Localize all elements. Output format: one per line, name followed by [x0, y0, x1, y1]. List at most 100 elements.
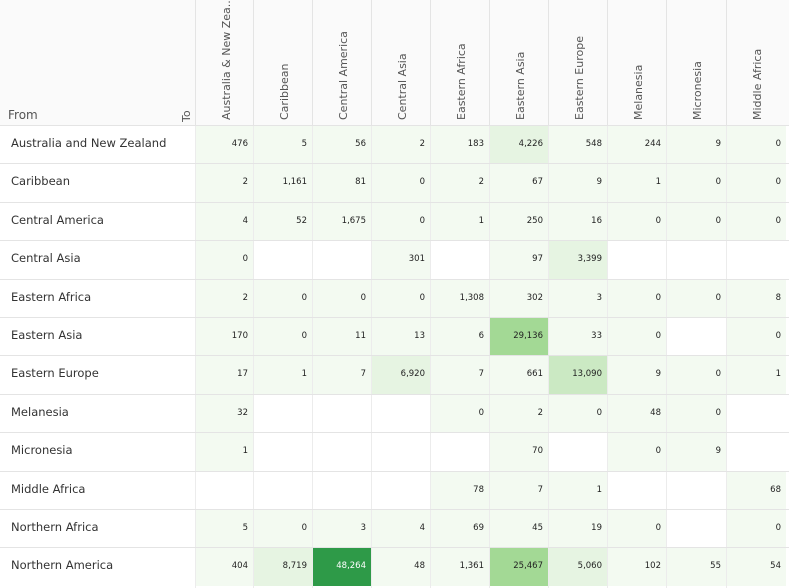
matrix-cell[interactable]: 0: [608, 510, 666, 548]
row-label[interactable]: Northern Africa: [11, 520, 99, 534]
row-label[interactable]: Micronesia: [11, 443, 73, 458]
column-header[interactable]: Middle Africa: [726, 0, 787, 125]
matrix-cell[interactable]: 0: [372, 164, 430, 202]
matrix-cell[interactable]: 2: [196, 279, 253, 317]
matrix-cell[interactable]: [313, 472, 371, 509]
column-header[interactable]: Eastern Asia: [489, 0, 549, 125]
matrix-cell[interactable]: 9: [667, 433, 726, 471]
matrix-cell[interactable]: 1,361: [431, 548, 489, 586]
matrix-cell[interactable]: 2: [490, 394, 548, 433]
matrix-cell[interactable]: 13: [372, 318, 430, 356]
column-header[interactable]: Melanesia: [607, 0, 667, 125]
matrix-cell[interactable]: 25,467: [490, 548, 548, 586]
matrix-cell[interactable]: 1,161: [254, 164, 312, 202]
matrix-cell[interactable]: 183: [431, 126, 489, 164]
matrix-cell[interactable]: 7: [313, 356, 371, 394]
matrix-cell[interactable]: 0: [667, 202, 726, 241]
matrix-cell[interactable]: 5: [254, 126, 312, 164]
matrix-cell[interactable]: 0: [608, 202, 666, 241]
matrix-cell[interactable]: 301: [372, 241, 430, 279]
row-label[interactable]: Middle Africa: [11, 481, 86, 496]
matrix-cell[interactable]: [372, 395, 430, 432]
matrix-cell[interactable]: [667, 472, 726, 509]
matrix-cell[interactable]: 97: [490, 241, 548, 279]
matrix-cell[interactable]: 48: [372, 548, 430, 586]
matrix-cell[interactable]: 0: [196, 241, 253, 279]
matrix-cell[interactable]: 3,399: [549, 241, 607, 279]
matrix-cell[interactable]: 2: [431, 164, 489, 202]
matrix-cell[interactable]: [549, 433, 607, 470]
column-header[interactable]: Eastern Africa: [430, 0, 490, 125]
matrix-cell[interactable]: 81: [313, 164, 371, 202]
matrix-cell[interactable]: 67: [490, 164, 548, 202]
matrix-cell[interactable]: [313, 433, 371, 470]
matrix-cell[interactable]: 3: [549, 279, 607, 317]
matrix-cell[interactable]: 9: [608, 356, 666, 394]
matrix-cell[interactable]: 7: [490, 471, 548, 509]
matrix-cell[interactable]: 6,920: [372, 356, 430, 394]
matrix-cell[interactable]: 8: [727, 279, 786, 317]
row-label[interactable]: Eastern Asia: [11, 328, 83, 342]
matrix-cell[interactable]: 48,264: [313, 548, 371, 586]
matrix-cell[interactable]: 0: [254, 318, 312, 356]
matrix-cell[interactable]: 302: [490, 279, 548, 317]
matrix-cell[interactable]: 548: [549, 126, 607, 164]
matrix-cell[interactable]: 476: [196, 126, 253, 164]
column-header[interactable]: Caribbean: [253, 0, 313, 125]
matrix-cell[interactable]: 32: [196, 394, 253, 433]
matrix-cell[interactable]: [667, 241, 726, 278]
matrix-cell[interactable]: 0: [727, 318, 786, 356]
matrix-cell[interactable]: 0: [727, 164, 786, 202]
matrix-cell[interactable]: [727, 433, 786, 470]
matrix-cell[interactable]: 2: [372, 126, 430, 164]
matrix-cell[interactable]: 5,060: [549, 548, 607, 586]
matrix-cell[interactable]: 0: [431, 394, 489, 433]
matrix-cell[interactable]: 1: [196, 433, 253, 471]
matrix-cell[interactable]: 0: [667, 164, 726, 202]
matrix-cell[interactable]: 4: [372, 510, 430, 548]
matrix-cell[interactable]: [667, 510, 726, 547]
matrix-cell[interactable]: 52: [254, 202, 312, 241]
matrix-cell[interactable]: 70: [490, 433, 548, 471]
row-label[interactable]: Caribbean: [11, 174, 71, 189]
row-label[interactable]: Central Asia: [11, 251, 81, 266]
matrix-cell[interactable]: 0: [727, 510, 786, 548]
matrix-cell[interactable]: 0: [608, 279, 666, 317]
matrix-cell[interactable]: 17: [196, 356, 253, 394]
matrix-cell[interactable]: 1,675: [313, 202, 371, 241]
matrix-cell[interactable]: 68: [727, 471, 786, 509]
matrix-cell[interactable]: 6: [431, 318, 489, 356]
matrix-cell[interactable]: 16: [549, 202, 607, 241]
matrix-cell[interactable]: 0: [727, 202, 786, 241]
row-label[interactable]: Eastern Africa: [11, 289, 92, 304]
matrix-cell[interactable]: [727, 241, 786, 278]
matrix-cell[interactable]: 1: [431, 202, 489, 241]
matrix-cell[interactable]: [431, 241, 489, 278]
column-header[interactable]: Australia & New Zea..: [195, 0, 254, 125]
matrix-cell[interactable]: [608, 472, 666, 509]
matrix-cell[interactable]: 404: [196, 548, 253, 586]
matrix-cell[interactable]: [372, 472, 430, 509]
matrix-cell[interactable]: 8,719: [254, 548, 312, 586]
matrix-cell[interactable]: 0: [727, 126, 786, 164]
matrix-cell[interactable]: 56: [313, 126, 371, 164]
matrix-cell[interactable]: 1: [549, 471, 607, 509]
matrix-cell[interactable]: 11: [313, 318, 371, 356]
row-label[interactable]: Melanesia: [11, 404, 69, 419]
matrix-cell[interactable]: 0: [254, 279, 312, 317]
matrix-cell[interactable]: 102: [608, 548, 666, 586]
matrix-cell[interactable]: 0: [667, 356, 726, 394]
matrix-cell[interactable]: 0: [254, 510, 312, 548]
matrix-cell[interactable]: 9: [667, 126, 726, 164]
row-label[interactable]: Australia and New Zealand: [11, 136, 167, 150]
matrix-cell[interactable]: [196, 472, 253, 509]
matrix-cell[interactable]: 5: [196, 510, 253, 548]
matrix-cell[interactable]: [667, 318, 726, 355]
row-label[interactable]: Central America: [11, 212, 104, 227]
matrix-cell[interactable]: 0: [608, 433, 666, 471]
row-label[interactable]: Northern America: [11, 558, 114, 573]
matrix-cell[interactable]: [254, 472, 312, 509]
matrix-cell[interactable]: 1,308: [431, 279, 489, 317]
matrix-cell[interactable]: 13,090: [549, 356, 607, 394]
column-header[interactable]: Central Asia: [371, 0, 431, 125]
